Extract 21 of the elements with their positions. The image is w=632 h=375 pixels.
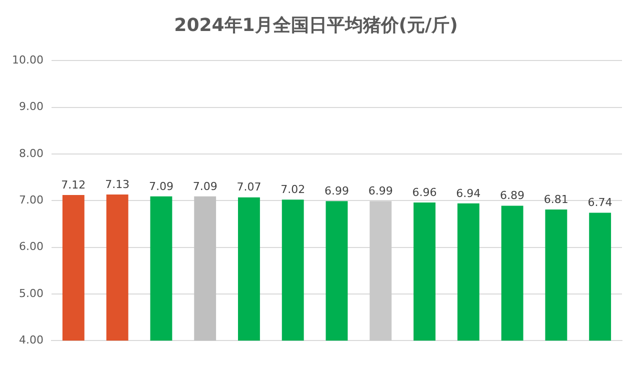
y-tick-label: 8.00 <box>18 146 44 160</box>
y-tick-label: 6.00 <box>18 240 44 254</box>
chart-title: 2024年1月全国日平均猪价(元/斤) <box>173 14 459 38</box>
data-label: 7.13 <box>105 178 130 191</box>
data-label: 7.09 <box>148 180 174 193</box>
y-tick-label: 5.00 <box>18 286 44 300</box>
data-label: 7.02 <box>280 183 306 196</box>
data-label: 6.94 <box>456 186 481 200</box>
data-label: 7.12 <box>61 178 86 192</box>
y-tick-label: 4.00 <box>18 333 44 346</box>
data-label: 6.96 <box>412 186 437 199</box>
data-label: 6.99 <box>368 184 393 198</box>
y-tick-label: 10.00 <box>12 53 44 66</box>
data-label: 6.89 <box>500 189 525 202</box>
y-tick-label: 9.00 <box>18 100 44 114</box>
data-label: 6.99 <box>324 184 349 198</box>
y-tick-label: 7.00 <box>18 193 44 206</box>
data-label: 7.07 <box>236 180 262 194</box>
data-label: 7.09 <box>192 180 218 193</box>
data-label: 6.74 <box>588 196 612 210</box>
data-label: 6.81 <box>544 192 568 206</box>
